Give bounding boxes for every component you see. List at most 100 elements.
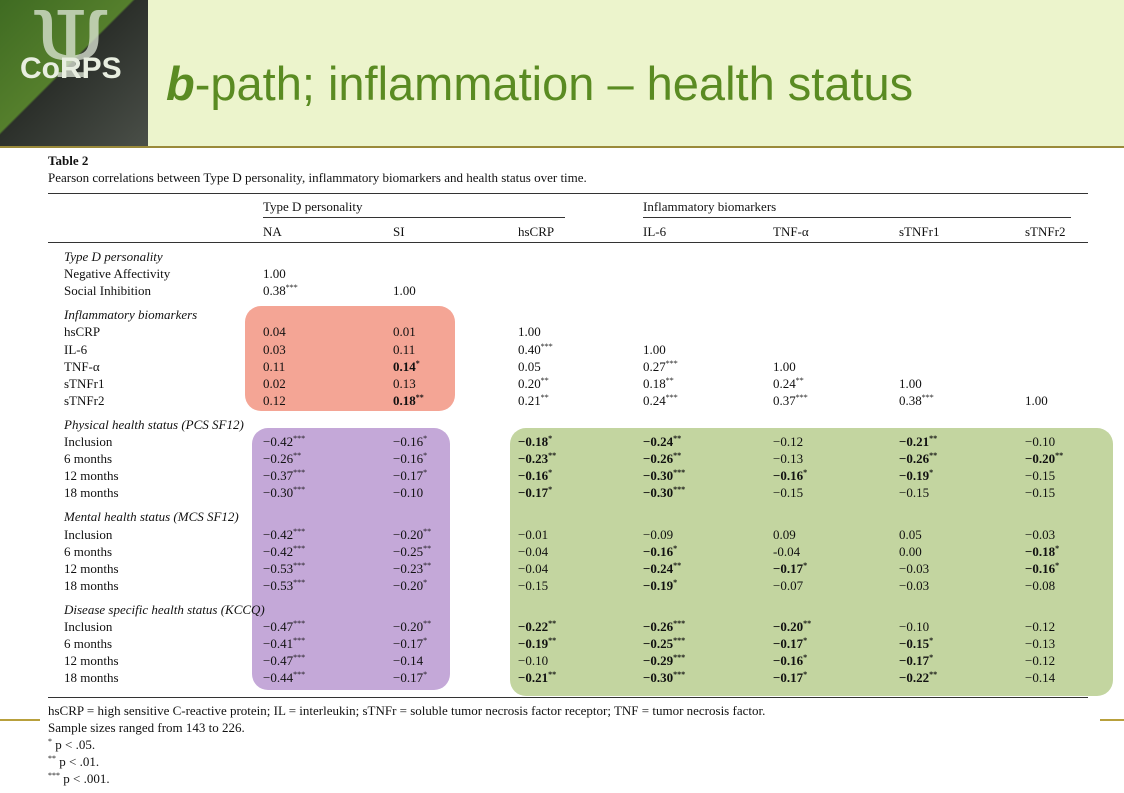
significance-mark: ***	[540, 341, 553, 351]
significance-mark: **	[548, 451, 557, 461]
cell-value: −0.17	[773, 670, 804, 686]
cell-value: 0.20	[518, 375, 541, 391]
cell-value: 0.04	[263, 324, 286, 340]
significance-mark: *	[803, 468, 808, 478]
slide-title: b-path; inflammation – health status	[166, 56, 913, 111]
significance-mark: ***	[293, 434, 306, 443]
table-cell: 0.03	[263, 342, 286, 357]
title-rest: -path; inflammation – health status	[194, 57, 914, 110]
table-cell: −0.15	[773, 485, 803, 500]
cell-value: −0.10	[393, 485, 424, 501]
cell-value: 0.02	[263, 375, 286, 391]
row-label: Negative Affectivity	[64, 266, 171, 282]
cell-value: 0.27	[643, 358, 666, 374]
significance-mark: **	[795, 375, 804, 385]
column-header: SI	[393, 224, 405, 239]
significance-mark: *	[929, 653, 934, 663]
significance-mark: ***	[293, 485, 306, 495]
cell-value: −0.16	[518, 468, 549, 484]
significance-mark: ***	[673, 468, 686, 478]
cell-value: −0.17	[899, 653, 930, 669]
table-cell: −0.29***	[643, 653, 685, 668]
table-cell: −0.14	[393, 653, 423, 668]
significance-mark: **	[929, 670, 938, 680]
cell-value: −0.14	[1025, 670, 1056, 686]
table-cell: 0.14*	[393, 359, 420, 374]
table-cell: −0.26**	[643, 451, 681, 466]
table-cell: −0.47***	[263, 619, 305, 634]
significance-mark: ***	[293, 543, 306, 553]
cell-value: −0.24	[643, 434, 674, 449]
cell-value: −0.53	[263, 560, 294, 576]
row-label: Inclusion	[64, 434, 113, 449]
footnote: hsCRP = high sensitive C-reactive protei…	[48, 703, 766, 718]
cell-value: −0.42	[263, 526, 294, 542]
significance-mark: ***	[293, 468, 306, 478]
significance-mark: *	[1055, 560, 1060, 570]
cell-value: 1.00	[1025, 392, 1048, 408]
table-cell: -0.04	[773, 544, 800, 559]
table-cell: −0.42***	[263, 544, 305, 559]
table-cell: −0.13	[1025, 636, 1055, 651]
significance-mark: *	[803, 560, 808, 570]
table-cell: −0.15	[1025, 485, 1055, 500]
row-label: 12 months	[64, 560, 119, 576]
cell-value: 1.00	[393, 283, 416, 299]
significance-mark: **	[415, 392, 424, 402]
cell-value: −0.17	[393, 636, 424, 652]
corps-logo: Ψ CoRPS	[0, 0, 148, 146]
significance-mark: ***	[673, 485, 686, 495]
row-label: 12 months	[64, 468, 119, 484]
significance-mark: **	[540, 375, 549, 385]
significance-mark: ***	[285, 283, 298, 293]
cell-value: −0.12	[773, 434, 804, 449]
significance-mark: **	[423, 526, 432, 536]
highlight-purple	[252, 428, 450, 690]
table-cell: −0.10	[393, 485, 423, 500]
cell-value: −0.20	[393, 577, 424, 593]
cell-value: −0.13	[1025, 636, 1056, 652]
section-title: Mental health status (MCS SF12)	[64, 509, 239, 525]
cell-value: 0.38	[263, 283, 286, 299]
cell-value: 0.05	[899, 526, 922, 542]
table-cell: 1.00	[773, 359, 796, 374]
significance-mark: **	[423, 543, 432, 553]
table-cell: −0.30***	[263, 485, 305, 500]
row-label: TNF-α	[64, 358, 100, 374]
significance-mark: ***	[293, 619, 306, 628]
cell-value: −0.17	[393, 468, 424, 484]
row-label: sTNFr2	[64, 392, 105, 408]
significance-mark: ***	[293, 653, 306, 663]
cell-value: −0.15	[518, 577, 549, 593]
cell-value: −0.17	[773, 636, 804, 652]
table-cell: −0.04	[518, 561, 548, 576]
table-cell: −0.17*	[773, 636, 807, 651]
significance-mark: ***	[293, 560, 306, 570]
cell-value: −0.25	[643, 636, 674, 652]
cell-value: −0.16	[773, 653, 804, 669]
table-top-rule	[48, 193, 1088, 194]
cell-value: 1.00	[773, 358, 796, 374]
table-cell: −0.18*	[518, 434, 552, 449]
table-cell: −0.41***	[263, 636, 305, 651]
cell-value: 0.03	[263, 341, 286, 357]
cell-value: −0.30	[263, 485, 294, 501]
highlight-red	[245, 306, 455, 411]
table-cell: −0.01	[518, 527, 548, 542]
cell-value: 0.18	[393, 392, 416, 408]
table-cell: −0.21**	[899, 434, 937, 449]
cell-value: −0.30	[643, 468, 674, 484]
table-cell: −0.15	[1025, 468, 1055, 483]
cell-value: −0.15	[773, 485, 804, 501]
column-header: NA	[263, 224, 282, 239]
footnote-text: p < .001.	[60, 771, 110, 786]
table-cell: −0.15	[899, 485, 929, 500]
decor-line-left	[0, 719, 40, 721]
cell-value: −0.47	[263, 619, 294, 634]
significance-mark: **	[803, 619, 812, 628]
significance-mark: **	[548, 619, 557, 628]
table-cell: −0.24**	[643, 561, 681, 576]
row-label: Social Inhibition	[64, 283, 152, 299]
cell-value: 0.13	[393, 375, 416, 391]
significance-mark: *	[803, 670, 808, 680]
